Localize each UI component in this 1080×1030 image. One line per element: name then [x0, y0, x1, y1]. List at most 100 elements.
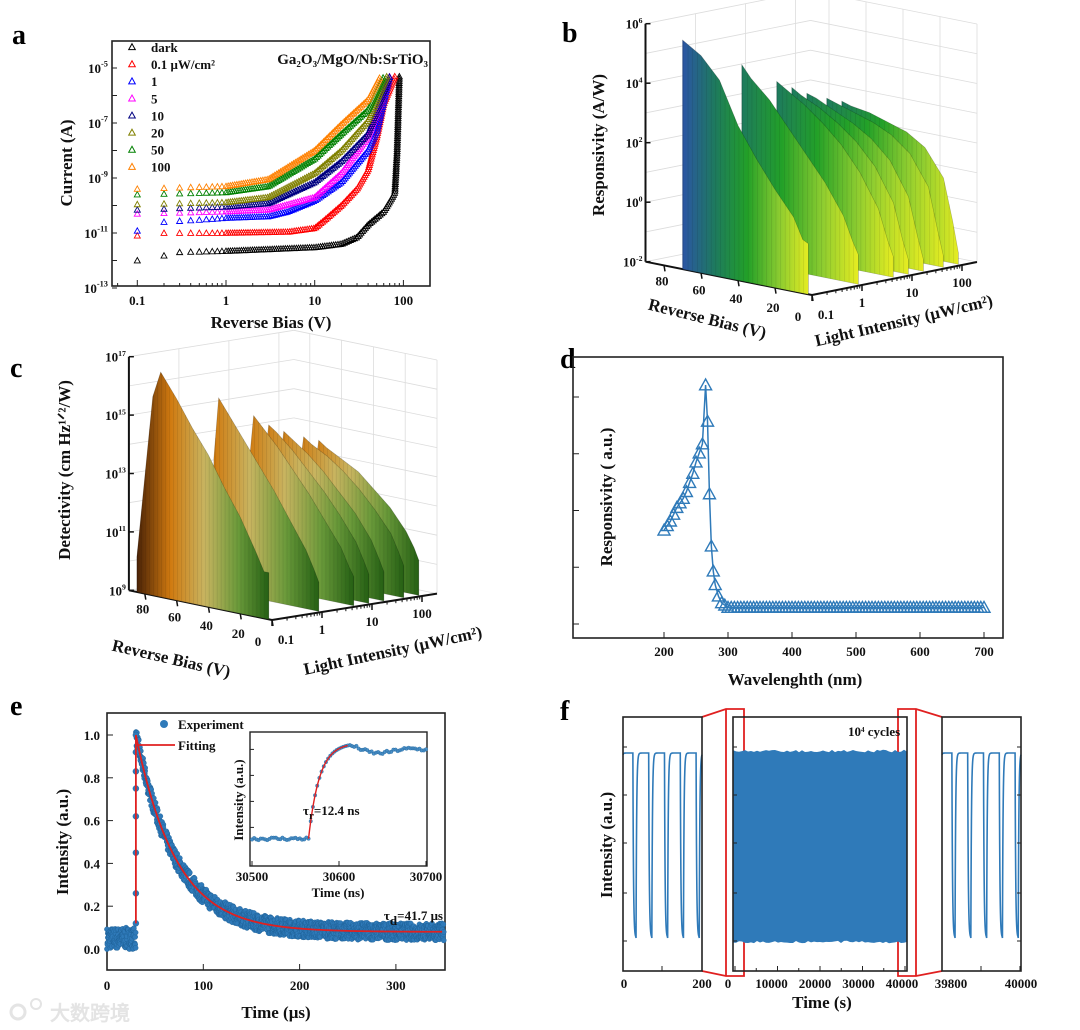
bias-tick-label: 80: [656, 273, 669, 288]
z-tick-label: 104: [626, 75, 643, 91]
z-tick-label: 10-2: [623, 254, 643, 270]
y-axis-label: Current (A): [57, 119, 76, 206]
watermark: 大数跨境: [9, 998, 130, 1025]
panel-d-spectral-response: Wavelenghth (nm) Responsivity ( a.u.) 20…: [572, 356, 1004, 689]
y-tick-label: 0.0: [84, 942, 100, 957]
x-tick-label: 0.1: [129, 293, 145, 308]
legend-marker-icon: [127, 42, 137, 51]
legend-label: 10: [151, 108, 164, 123]
y-tick-label: 1.0: [84, 728, 100, 743]
series-0.1: [133, 72, 399, 239]
series-100: [133, 73, 384, 192]
gridline: [293, 388, 438, 419]
x-tick-label: 200: [654, 644, 674, 659]
intensity-tick-label: 10: [906, 285, 919, 300]
watermark-logo-icon: [9, 1003, 27, 1021]
x-tick-label: 400: [782, 644, 802, 659]
x-tick-label: 1: [223, 293, 230, 308]
legend-fitting-label: Fitting: [178, 738, 216, 753]
data-point: [440, 921, 447, 928]
x-tick-label: 39800: [935, 976, 968, 991]
data-point: [132, 929, 139, 936]
gridline: [128, 329, 294, 358]
cycles-annotation: 104 cycles: [848, 724, 900, 739]
z-tick-label: 100: [626, 194, 643, 210]
panel-label-a: a: [12, 20, 26, 51]
bias-tick-label: 0: [255, 634, 262, 649]
legend-marker-icon: [127, 59, 137, 68]
inset-x-axis-label: Time (ns): [312, 885, 365, 900]
bias-tick: [239, 613, 242, 620]
intensity-tick-label: 10: [366, 614, 379, 629]
x-tick-label: 0: [104, 978, 111, 993]
legend-label: 0.1 μW/cm²: [151, 57, 215, 72]
bias-tick-label: 80: [136, 602, 149, 617]
series-markers: [133, 73, 387, 198]
intensity-tick-label: 1: [859, 295, 866, 310]
x-tick-label: 30000: [842, 976, 875, 991]
legend-marker-icon: [127, 76, 137, 85]
legend-marker-icon: [127, 111, 137, 119]
panel-b-responsivity-3d: Responsivity (A/W) Reverse Bias (V) Ligh…: [589, 0, 995, 350]
legend-label: 5: [151, 91, 158, 106]
gridline: [293, 359, 438, 390]
y-tick-label: 10-13: [84, 280, 108, 296]
intensity-tick-label: 0.1: [818, 307, 834, 322]
y-tick-label: 10-5: [88, 60, 108, 76]
bias-tick: [700, 272, 703, 279]
series-markers: [656, 377, 992, 613]
panel-label-f: f: [560, 696, 570, 727]
panel-a-iv-curves: Ga₂O₃/MgO/Nb:SrTiO₃ Reverse Bias (V) Cur…: [57, 40, 431, 332]
x-tick-label: 200: [290, 978, 310, 993]
y-tick-label: 0.2: [84, 899, 100, 914]
intensity-tick-label: 100: [952, 275, 972, 290]
legend-marker-icon: [127, 128, 137, 136]
legend-label: 100: [151, 160, 171, 175]
gridline: [810, 79, 978, 114]
panel-f-cycling-stability: Time (s) Intensity (a.u.) 0 200 0 10000 2000…: [597, 708, 1037, 1012]
gridline: [293, 417, 438, 448]
series-markers: [133, 72, 404, 264]
y-tick-label: 0.6: [84, 814, 101, 829]
panel-e-transient-response: Time (μs) Intensity (a.u.) 0 100 200 300 0.0…: [53, 712, 447, 1022]
plot-frame: [572, 356, 1004, 639]
bias-tick-label: 60: [693, 282, 706, 297]
x-axis-label: Time (μs): [241, 1003, 310, 1022]
bias-tick-label: 40: [730, 291, 743, 306]
z-tick-label: 1011: [106, 524, 126, 540]
plot-frame: [111, 40, 431, 287]
gridline: [645, 0, 767, 25]
ribbon-bars: [683, 40, 809, 295]
data-point: [132, 945, 139, 951]
series-markers: [133, 72, 394, 213]
x-axis-label: Wavelenghth (nm): [728, 670, 863, 689]
series-markers: [133, 73, 384, 192]
x-tick-label: 20000: [799, 976, 832, 991]
data-point: [186, 869, 193, 876]
z-tick-label: 1013: [105, 466, 126, 482]
series-50: [133, 73, 387, 198]
legend-marker-icon: [127, 162, 137, 170]
series-20: [133, 72, 391, 208]
gridline: [128, 359, 294, 387]
series-markers: [133, 73, 394, 234]
bias-axis-label: Reverse Bias (V): [646, 295, 768, 343]
ribbon-intensity-0.1: [682, 39, 809, 295]
x-tick-label: 300: [386, 978, 406, 993]
signal-trace-end: [941, 752, 1022, 939]
intensity-axis: [811, 261, 978, 296]
legend-label: dark: [151, 40, 179, 55]
gridline: [854, 0, 978, 25]
series-markers: [133, 72, 399, 239]
panel-label-b: b: [562, 18, 578, 49]
z-tick-label: 1017: [105, 349, 126, 365]
bias-axis-label: Reverse Bias (V): [110, 636, 232, 682]
gridline: [293, 329, 438, 361]
x-tick-label: 40000: [886, 976, 919, 991]
intensity-tick-label: 100: [412, 606, 432, 621]
z-axis-label: Responsivity (A/W): [589, 74, 608, 216]
x-tick-label: 700: [974, 644, 994, 659]
x-tick-label: 10: [308, 293, 321, 308]
watermark-text: 大数跨境: [50, 1001, 130, 1025]
legend-experiment-label: Experiment: [178, 717, 244, 732]
